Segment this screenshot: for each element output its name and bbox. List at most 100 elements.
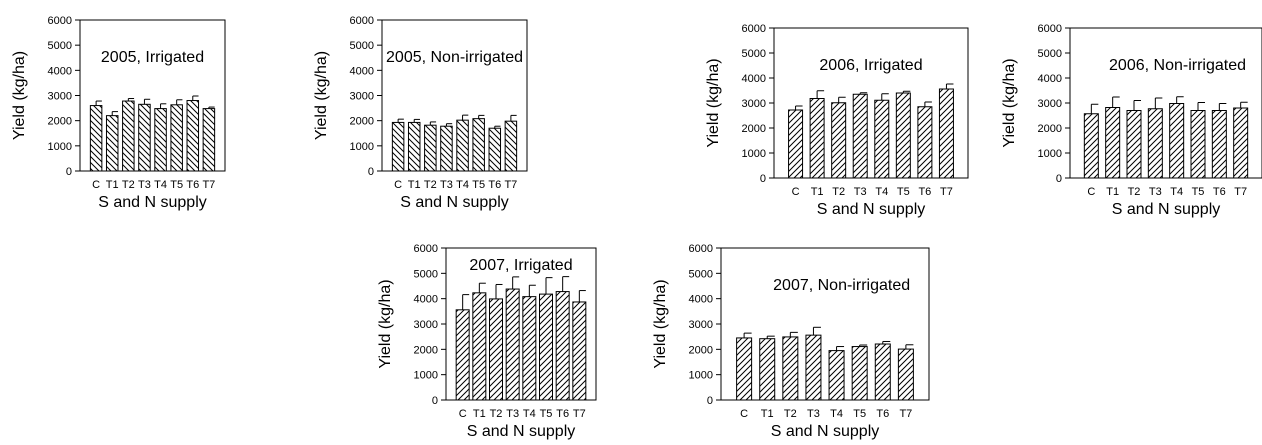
y-tick-label: 6000 xyxy=(48,15,72,27)
x-axis-title: S and N supply xyxy=(98,194,207,211)
y-tick-label: 1000 xyxy=(414,370,438,382)
y-tick-label: 3000 xyxy=(350,91,374,103)
x-tick-label: T2 xyxy=(424,179,437,191)
x-tick-label: T7 xyxy=(202,179,215,191)
x-tick-label: T5 xyxy=(170,179,183,191)
y-tick-label: 4000 xyxy=(689,294,713,306)
x-tick-label: T1 xyxy=(473,408,486,420)
x-tick-label: C xyxy=(792,186,800,198)
y-tick-label: 3000 xyxy=(1038,98,1062,110)
bar-T2 xyxy=(489,298,503,401)
x-tick-label: T2 xyxy=(122,179,135,191)
x-tick-label: T7 xyxy=(940,186,953,198)
x-tick-label: T5 xyxy=(472,179,485,191)
x-tick-label: T1 xyxy=(1106,186,1119,198)
x-tick-label: T6 xyxy=(488,179,501,191)
bar-T7 xyxy=(572,301,587,401)
bar-T1 xyxy=(105,115,119,172)
y-tick-label: 0 xyxy=(66,166,72,178)
x-tick-label: C xyxy=(459,408,467,420)
x-tick-label: T4 xyxy=(154,179,167,191)
x-tick-label: T5 xyxy=(1192,186,1205,198)
y-tick-label: 5000 xyxy=(689,268,713,280)
bar-T2 xyxy=(831,102,847,179)
chart-panel-3: 0 1000 2000 3000 4000 5000 6000 C T1 T2 T3 T4 T5 T6 T7… xyxy=(705,23,969,218)
x-tick-label: T2 xyxy=(832,186,845,198)
x-tick-label: C xyxy=(394,179,402,191)
bar-T4 xyxy=(828,350,845,401)
x-tick-label: T7 xyxy=(573,408,586,420)
bar-T2 xyxy=(1126,110,1142,179)
bar-T2 xyxy=(782,336,799,401)
bar-T1 xyxy=(809,98,825,179)
y-tick-label: 1000 xyxy=(742,148,766,160)
plot-frame xyxy=(720,247,930,401)
x-tick-label: T5 xyxy=(853,408,866,420)
bar-T6 xyxy=(917,106,933,179)
y-tick-label: 2000 xyxy=(1038,123,1062,135)
chart-panel-6: 0 1000 2000 3000 4000 5000 6000 C T1 T2 T3 T4 T5 T6 T7… xyxy=(652,243,930,440)
bar-T3 xyxy=(505,288,520,401)
bar-C xyxy=(1083,113,1099,179)
x-tick-label: T1 xyxy=(811,186,824,198)
x-tick-label: T4 xyxy=(875,186,888,198)
y-axis-title: Yield (kg/ha) xyxy=(652,279,669,368)
bar-C xyxy=(391,121,405,172)
x-tick-label: T6 xyxy=(1213,186,1226,198)
x-tick-label: T3 xyxy=(854,186,867,198)
y-tick-label: 6000 xyxy=(742,23,766,35)
bar-T5 xyxy=(895,92,911,179)
x-tick-label: T3 xyxy=(138,179,151,191)
y-tick-label: 6000 xyxy=(350,15,374,27)
x-tick-label: T3 xyxy=(506,408,519,420)
x-tick-label: T4 xyxy=(523,408,536,420)
x-tick-label: T4 xyxy=(456,179,469,191)
x-tick-label: T2 xyxy=(490,408,503,420)
y-tick-label: 2000 xyxy=(350,116,374,128)
x-axis-title: S and N supply xyxy=(400,194,509,211)
x-tick-label: T6 xyxy=(556,408,569,420)
bar-T3 xyxy=(138,103,151,172)
bar-T7 xyxy=(1233,107,1249,179)
x-axis-title: S and N supply xyxy=(771,423,880,440)
y-axis-title: Yield (kg/ha) xyxy=(313,51,330,140)
y-tick-label: 3000 xyxy=(742,98,766,110)
bar-T5 xyxy=(539,293,553,401)
x-tick-label: T5 xyxy=(540,408,553,420)
x-axis-title: S and N supply xyxy=(817,201,926,218)
y-axis-title: Yield (kg/ha) xyxy=(705,58,722,147)
y-tick-label: 0 xyxy=(432,395,438,407)
y-tick-label: 1000 xyxy=(689,370,713,382)
y-axis-title: Yield (kg/ha) xyxy=(377,279,394,368)
bar-T1 xyxy=(407,121,421,172)
bar-T1 xyxy=(472,292,487,401)
y-tick-label: 5000 xyxy=(48,40,72,52)
bar-T6 xyxy=(555,291,570,401)
bar-T1 xyxy=(759,338,776,401)
y-tick-label: 6000 xyxy=(414,243,438,255)
y-tick-label: 5000 xyxy=(742,48,766,60)
x-tick-label: C xyxy=(92,179,100,191)
bar-T3 xyxy=(440,125,453,172)
x-tick-label: C xyxy=(1087,186,1095,198)
y-tick-label: 3000 xyxy=(48,91,72,103)
bar-T2 xyxy=(424,124,437,172)
x-tick-label: T3 xyxy=(1149,186,1162,198)
x-tick-label: T7 xyxy=(1234,186,1247,198)
bar-C xyxy=(455,309,470,401)
bar-T6 xyxy=(874,343,891,401)
y-tick-label: 1000 xyxy=(1038,148,1062,160)
x-tick-label: T2 xyxy=(1128,186,1141,198)
y-tick-label: 0 xyxy=(1056,173,1062,185)
plot-frame xyxy=(773,27,969,179)
y-tick-label: 1000 xyxy=(48,141,72,153)
bar-T6 xyxy=(488,127,502,172)
y-tick-label: 3000 xyxy=(414,319,438,331)
panel-title: 2006, Irrigated xyxy=(819,57,922,74)
x-tick-label: T1 xyxy=(408,179,421,191)
x-tick-label: T3 xyxy=(440,179,453,191)
y-tick-label: 5000 xyxy=(350,40,374,52)
bar-T7 xyxy=(897,348,914,401)
y-tick-label: 4000 xyxy=(48,65,72,77)
x-tick-label: T4 xyxy=(830,408,843,420)
